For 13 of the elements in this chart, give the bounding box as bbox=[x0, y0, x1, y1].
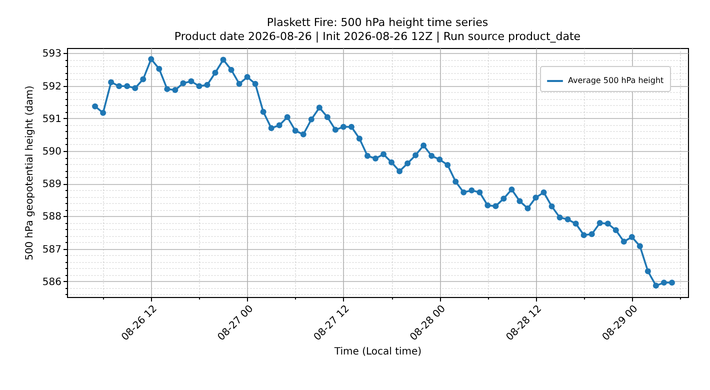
y-tick-label: 592 bbox=[42, 81, 62, 92]
y-tick-label: 589 bbox=[42, 179, 62, 190]
x-axis-title: Time (Local time) bbox=[333, 346, 422, 358]
y-tick-label: 587 bbox=[42, 244, 62, 256]
y-tick-label: 590 bbox=[42, 146, 62, 158]
y-tick-label: 591 bbox=[42, 114, 62, 125]
y-tick-label: 586 bbox=[42, 276, 62, 288]
y-tick-label: 588 bbox=[42, 212, 62, 223]
chart-subtitle: Product date 2026-08-26 | Init 2026-08-26 12Z | Run source product_date bbox=[174, 30, 581, 43]
legend-label: Average 500 hPa height bbox=[568, 76, 664, 85]
y-tick-label: 593 bbox=[42, 48, 62, 60]
y-axis-title: 500 hPa geopotential height (dam) bbox=[24, 85, 36, 260]
chart-title: Plaskett Fire: 500 hPa height time series bbox=[266, 16, 488, 29]
